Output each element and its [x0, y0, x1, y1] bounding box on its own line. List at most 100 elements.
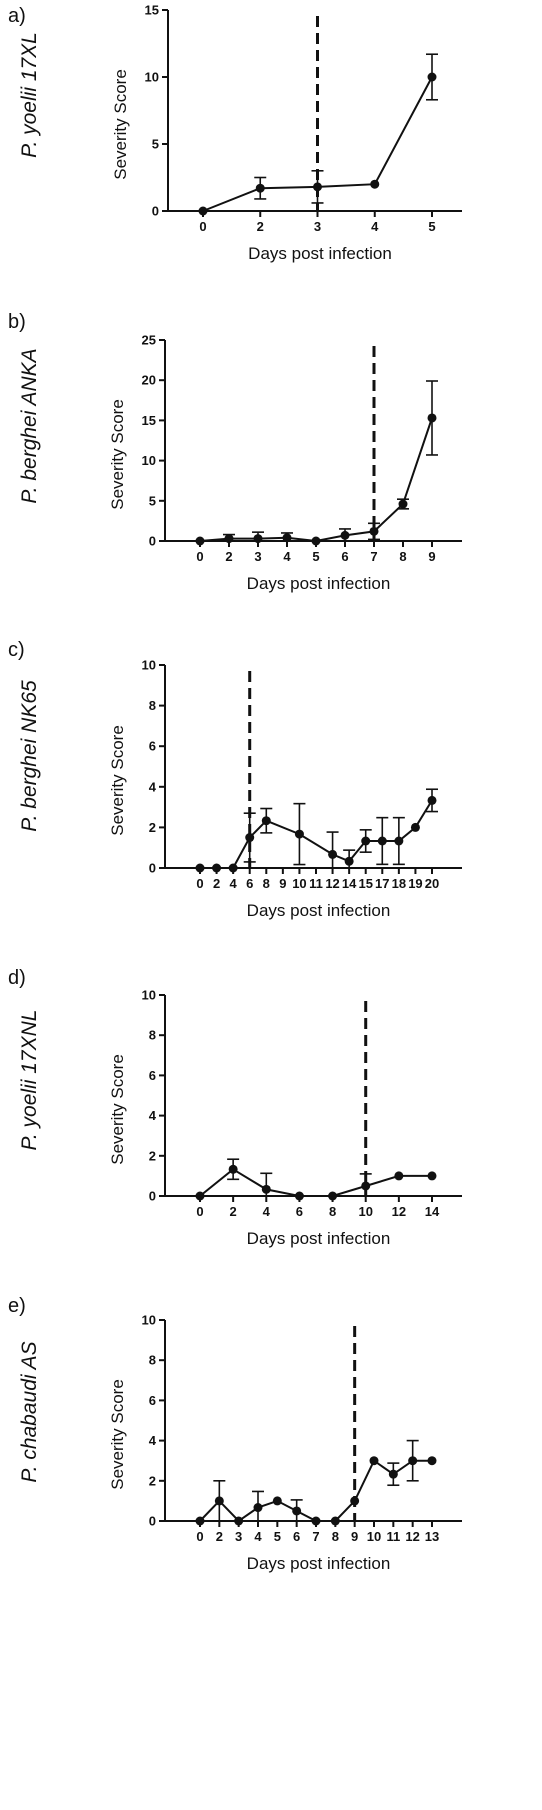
x-tick-label: 2	[230, 1204, 237, 1219]
y-tick-label: 0	[152, 204, 159, 219]
x-tick-label: 9	[428, 549, 435, 564]
data-point	[369, 526, 379, 536]
y-tick-label: 2	[149, 820, 156, 835]
data-point	[340, 530, 350, 540]
x-axis-title: Days post infection	[247, 1229, 391, 1248]
chart-panel-2: b)P. berghei ANKA Severity Score051015202…	[8, 311, 462, 593]
x-tick-label: 14	[342, 876, 357, 891]
y-tick-label: 20	[142, 373, 156, 388]
x-tick-label: 14	[425, 1204, 440, 1219]
data-point	[261, 1184, 271, 1194]
data-point	[214, 1496, 224, 1506]
y-axis-title: Severity Score	[108, 399, 127, 510]
data-point	[427, 795, 437, 805]
data-point	[330, 1516, 340, 1526]
y-tick-label: 10	[142, 658, 156, 673]
data-point	[292, 1506, 302, 1516]
data-point	[272, 1496, 282, 1506]
x-tick-label: 7	[312, 1529, 319, 1544]
x-tick-label: 2	[257, 219, 264, 234]
data-point	[261, 816, 271, 826]
data-point	[370, 179, 380, 189]
y-tick-label: 10	[145, 70, 159, 85]
data-point	[212, 863, 222, 873]
data-point	[427, 72, 437, 82]
data-point	[228, 863, 238, 873]
data-point	[294, 829, 304, 839]
x-tick-label: 9	[279, 876, 286, 891]
data-point	[377, 836, 387, 846]
x-tick-label: 7	[370, 549, 377, 564]
data-point	[253, 534, 263, 544]
series-line	[199, 1168, 432, 1197]
y-axis-title: Severity Score	[108, 725, 127, 836]
data-point	[195, 863, 205, 873]
x-axis-title: Days post infection	[248, 244, 392, 263]
y-tick-label: 6	[149, 739, 156, 754]
data-point	[388, 1469, 398, 1479]
data-point	[427, 1171, 437, 1181]
y-tick-label: 0	[149, 1514, 156, 1529]
x-tick-label: 17	[375, 876, 389, 891]
data-point	[361, 836, 371, 846]
data-point	[255, 183, 265, 193]
chart-panel-4: d) P. yoelii 17XNL Severity Score 0 2 4 6 8 10 0 2…	[8, 967, 462, 1248]
panel-label: d)	[8, 967, 26, 989]
y-axis-title: Severity Score	[108, 1379, 127, 1490]
x-axis-title: Days post infection	[247, 1554, 391, 1573]
data-point	[427, 413, 437, 423]
x-tick-label: 8	[332, 1529, 339, 1544]
y-tick-label: 8	[149, 1028, 156, 1043]
x-tick-label: 12	[392, 1204, 406, 1219]
x-tick-label: 2	[213, 876, 220, 891]
data-point	[282, 533, 292, 543]
y-tick-label: 6	[149, 1393, 156, 1408]
x-tick-label: 5	[274, 1529, 281, 1544]
y-tick-label: 2	[149, 1148, 156, 1163]
data-point	[398, 499, 408, 509]
x-tick-label: 13	[425, 1529, 439, 1544]
data-point	[361, 1181, 371, 1191]
data-point	[394, 836, 404, 846]
x-tick-label: 8	[329, 1204, 336, 1219]
x-tick-label: 19	[408, 876, 422, 891]
x-tick-label: 3	[235, 1529, 242, 1544]
data-point	[228, 1164, 238, 1174]
x-tick-label: 5	[428, 219, 435, 234]
x-tick-label: 12	[405, 1529, 419, 1544]
species-label: P. chabaudi AS	[18, 1341, 41, 1482]
data-point	[369, 1456, 379, 1466]
panel-label: a)	[8, 5, 26, 27]
x-tick-label: 6	[293, 1529, 300, 1544]
x-tick-label: 5	[312, 549, 319, 564]
y-tick-label: 4	[149, 1108, 157, 1123]
data-point	[410, 822, 420, 832]
data-point	[224, 534, 234, 544]
y-tick-label: 10	[142, 453, 156, 468]
panel-label: e)	[8, 1295, 26, 1317]
panel-label: c)	[8, 639, 25, 661]
x-tick-label: 6	[246, 876, 253, 891]
x-tick-label: 4	[283, 549, 291, 564]
x-tick-label: 12	[325, 876, 339, 891]
x-tick-label: 11	[386, 1529, 400, 1544]
y-axis-title: Severity Score	[111, 69, 130, 180]
species-label: P. yoelii 17XNL	[18, 1010, 41, 1151]
data-point	[328, 1191, 338, 1201]
x-tick-label: 8	[263, 876, 270, 891]
y-tick-label: 0	[149, 1189, 156, 1204]
y-tick-label: 2	[149, 1473, 156, 1488]
y-tick-label: 10	[142, 988, 156, 1003]
x-tick-label: 0	[196, 1204, 203, 1219]
panel-label: b)	[8, 311, 26, 333]
x-tick-label: 4	[263, 1204, 271, 1219]
y-tick-label: 15	[145, 3, 159, 18]
y-tick-label: 8	[149, 698, 156, 713]
x-axis-title: Days post infection	[247, 574, 391, 593]
data-point	[394, 1171, 404, 1181]
y-tick-label: 6	[149, 1068, 156, 1083]
data-point	[408, 1456, 418, 1466]
x-tick-label: 2	[225, 549, 232, 564]
